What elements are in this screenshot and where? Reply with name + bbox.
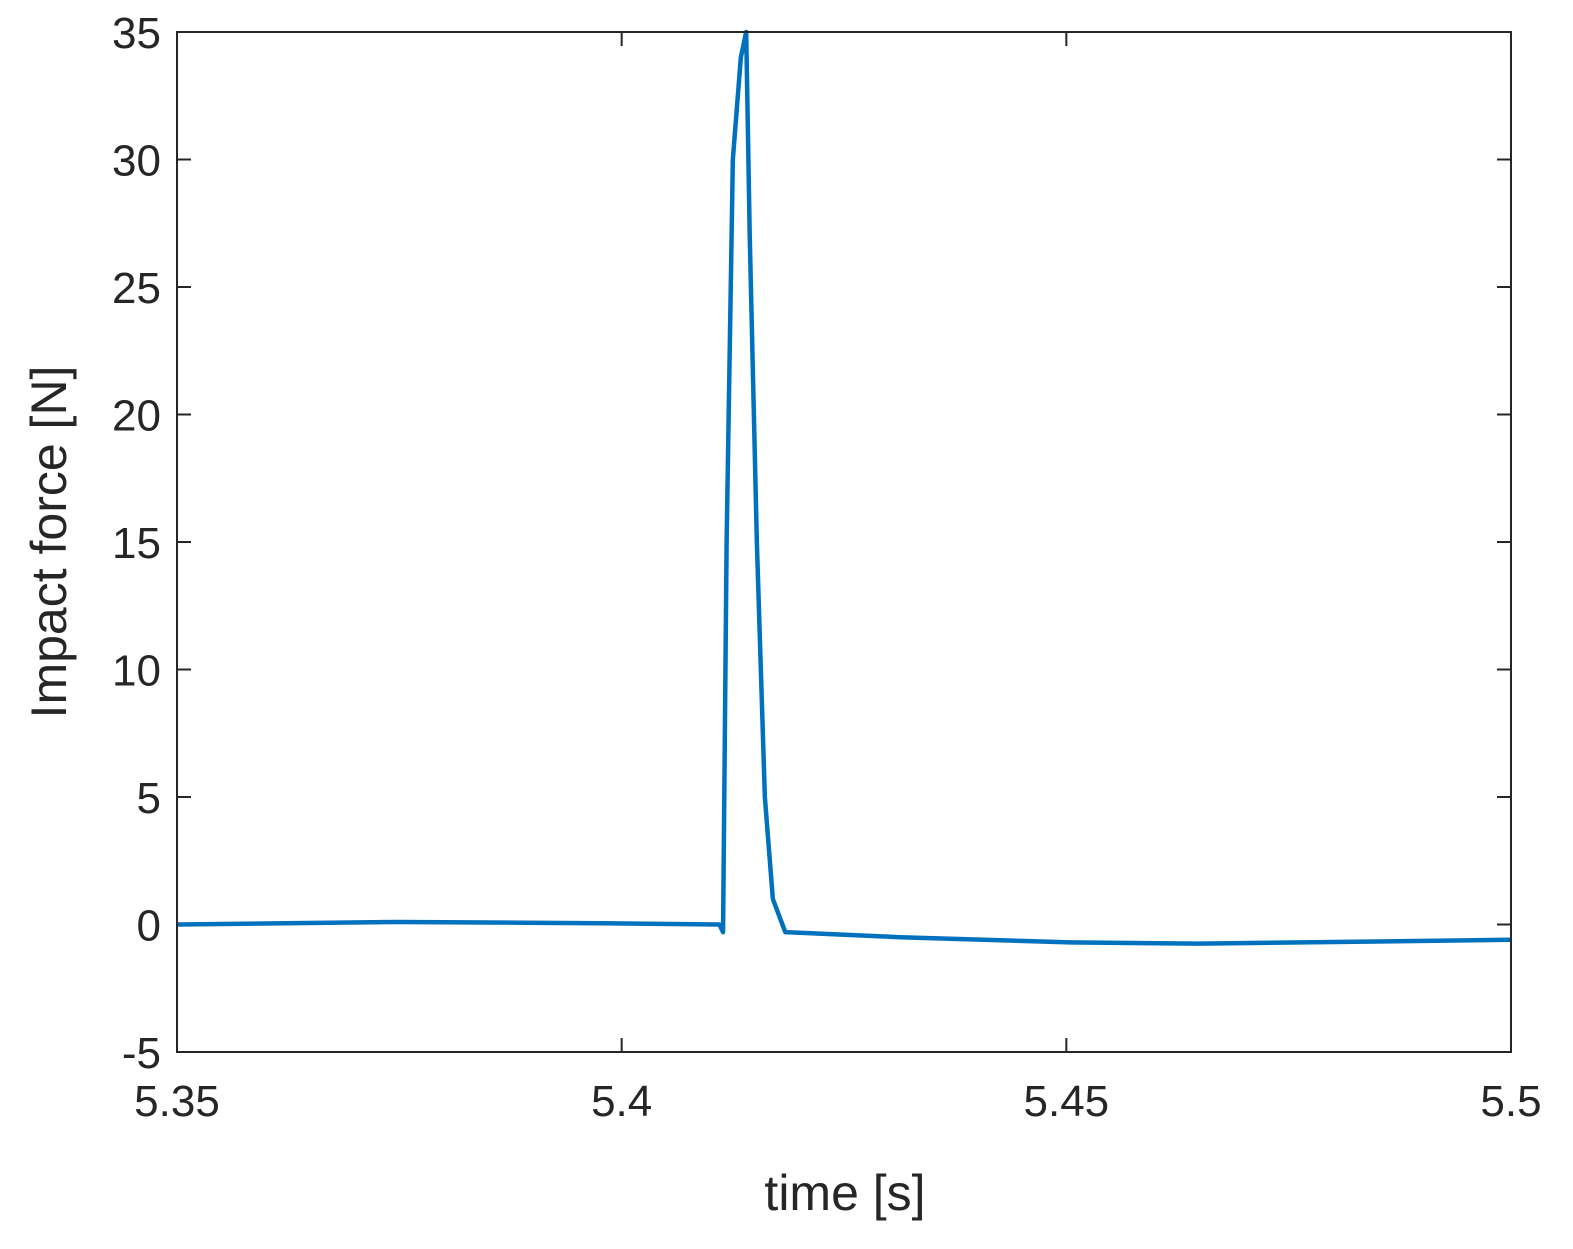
y-tick-label: -5 [122,1029,161,1078]
data-line [176,29,1512,946]
x-tick-label: 5.35 [134,1077,220,1126]
y-tick-label: 25 [112,264,161,313]
plot-frame [176,31,1512,1053]
x-axis-label: time [s] [764,1165,925,1221]
y-tick-label: 35 [112,9,161,58]
x-tick-label: 5.4 [591,1077,652,1126]
y-tick-label: 30 [112,137,161,186]
y-tick-label: 15 [112,519,161,568]
x-tick-label: 5.45 [1024,1077,1110,1126]
y-axis-label: Impact force [N] [21,366,77,719]
y-tick-label: 0 [137,902,161,951]
y-tick-label: 20 [112,392,161,441]
x-tick-label: 5.5 [1480,1077,1541,1126]
y-tick-label: 5 [137,774,161,823]
y-tick-label: 10 [112,647,161,696]
